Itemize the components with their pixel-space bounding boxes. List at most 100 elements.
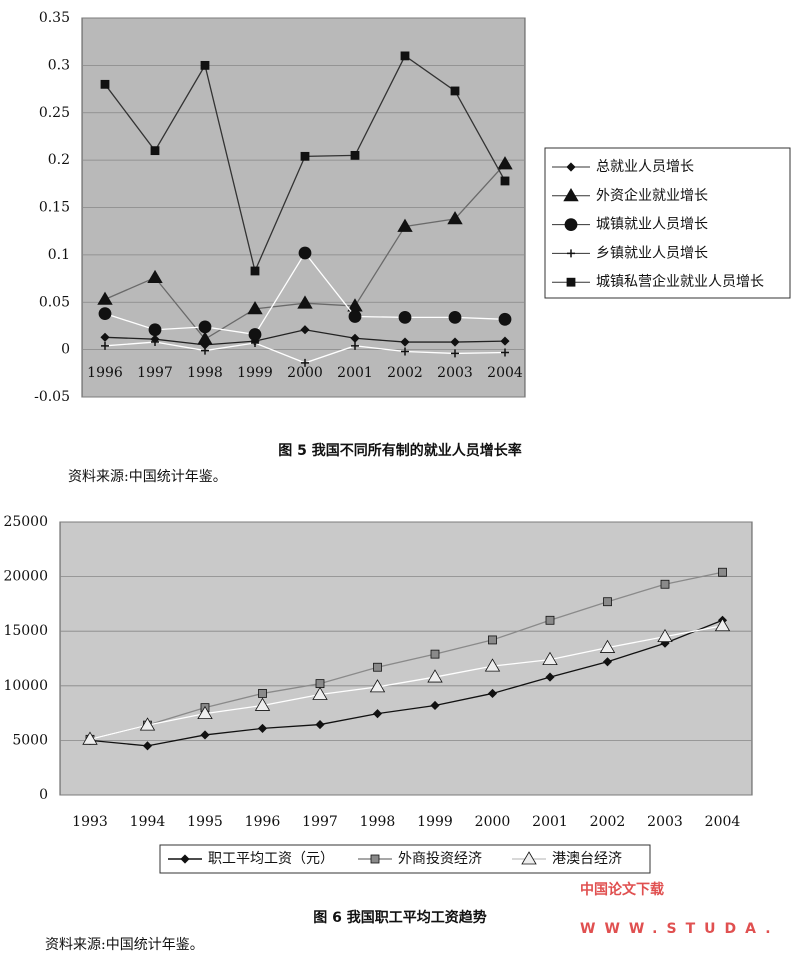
marker [450, 337, 460, 347]
marker [603, 597, 612, 607]
marker [488, 635, 497, 645]
marker [300, 151, 310, 161]
figure-caption: 图 6 我国职工平均工资趋势 [313, 909, 487, 926]
marker [315, 720, 325, 730]
marker [148, 323, 162, 337]
marker [599, 639, 616, 653]
watermark-url: WWW.STUDA. [580, 921, 780, 937]
marker [350, 150, 360, 160]
x-tick-label: 2004 [705, 814, 741, 830]
figure-caption: 图 5 我国不同所有制的就业人员增长率 [278, 442, 522, 459]
marker [251, 338, 259, 347]
marker [139, 717, 156, 731]
x-tick-label: 2000 [475, 814, 511, 830]
watermark-title: 中国论文下载 [580, 881, 664, 898]
x-tick-label: 1993 [72, 814, 108, 830]
x-tick-label: 1999 [237, 365, 273, 381]
marker [248, 328, 262, 341]
marker [497, 156, 513, 170]
marker [451, 349, 459, 358]
y-tick-label: 0.15 [39, 200, 70, 216]
marker [142, 741, 153, 751]
marker [398, 311, 412, 324]
y-tick-label: 0.1 [48, 247, 70, 263]
marker [315, 679, 325, 689]
x-tick-label: 2003 [647, 814, 683, 830]
marker [147, 269, 163, 284]
marker [521, 851, 537, 865]
legend-label: 港澳台经济 [552, 851, 622, 867]
marker [180, 854, 190, 864]
y-tick-label: -0.05 [34, 389, 70, 405]
y-tick-label: 0.05 [39, 294, 70, 310]
marker [660, 579, 670, 589]
marker [487, 688, 498, 699]
legend-label: 城镇私营企业就业人员增长 [596, 273, 764, 290]
x-tick-label: 1999 [417, 814, 453, 830]
legend-label: 外资企业就业增长 [596, 187, 708, 204]
marker [484, 658, 501, 672]
marker [351, 341, 359, 350]
y-tick-label: 15000 [3, 623, 48, 639]
x-tick-label: 1996 [87, 365, 123, 381]
marker [198, 320, 212, 334]
series-line [89, 625, 723, 740]
marker [545, 615, 555, 625]
marker [545, 672, 555, 682]
charts: -0.05 0 0.05 0.1 0.15 0.2 0.25 0.3 0.35 1996 1997 1… [3, 10, 791, 953]
marker [430, 649, 440, 659]
series-line [89, 619, 723, 747]
marker [301, 358, 309, 367]
marker [200, 730, 210, 740]
x-tick-label: 2001 [337, 365, 373, 381]
series-line [89, 571, 723, 740]
legend-label: 乡镇就业人员增长 [596, 245, 708, 261]
y-tick-label: 0 [61, 342, 70, 358]
marker [718, 567, 727, 577]
marker [448, 311, 462, 324]
y-tick-label: 20000 [3, 569, 48, 585]
legend-label: 城镇就业人员增长 [596, 217, 708, 233]
marker [201, 346, 209, 355]
x-tick-label: 2004 [487, 365, 523, 381]
x-tick-label: 1998 [360, 814, 396, 830]
source-note: 资料来源:中国统计年鉴。 [45, 937, 204, 953]
marker [447, 211, 463, 225]
marker [657, 628, 673, 643]
marker [372, 709, 383, 719]
legend-box [544, 147, 791, 299]
marker [567, 249, 575, 258]
y-tick-label: 0.3 [48, 57, 70, 73]
x-tick-label: 2003 [437, 365, 473, 381]
y-tick-label: 0.2 [48, 152, 70, 168]
marker [373, 662, 382, 672]
x-tick-label: 1994 [130, 814, 166, 830]
y-tick-label: 0 [39, 787, 48, 803]
marker [197, 331, 213, 345]
marker [564, 218, 578, 232]
y-tick-label: 5000 [12, 732, 48, 748]
x-tick-label: 2002 [387, 365, 423, 381]
marker [250, 266, 260, 276]
marker [200, 60, 210, 70]
marker [563, 188, 579, 202]
marker [450, 86, 460, 96]
legend-label: 职工平均工资（元） [208, 851, 334, 867]
marker [101, 341, 109, 350]
marker [312, 686, 328, 700]
x-tick-label: 2002 [590, 814, 626, 830]
marker [258, 689, 267, 698]
x-tick-label: 1997 [302, 814, 338, 830]
x-tick-label: 2001 [532, 814, 568, 830]
plot-area [59, 521, 753, 796]
marker [150, 146, 160, 156]
y-tick-label: 25000 [3, 514, 48, 530]
marker [98, 307, 112, 321]
x-tick-label: 2000 [287, 365, 323, 381]
source-note: 资料来源:中国统计年鉴。 [68, 469, 227, 485]
x-tick-label: 1996 [245, 814, 281, 830]
marker [247, 301, 263, 315]
marker [401, 347, 409, 356]
legend-label: 外商投资经济 [398, 851, 482, 867]
marker [397, 218, 413, 232]
